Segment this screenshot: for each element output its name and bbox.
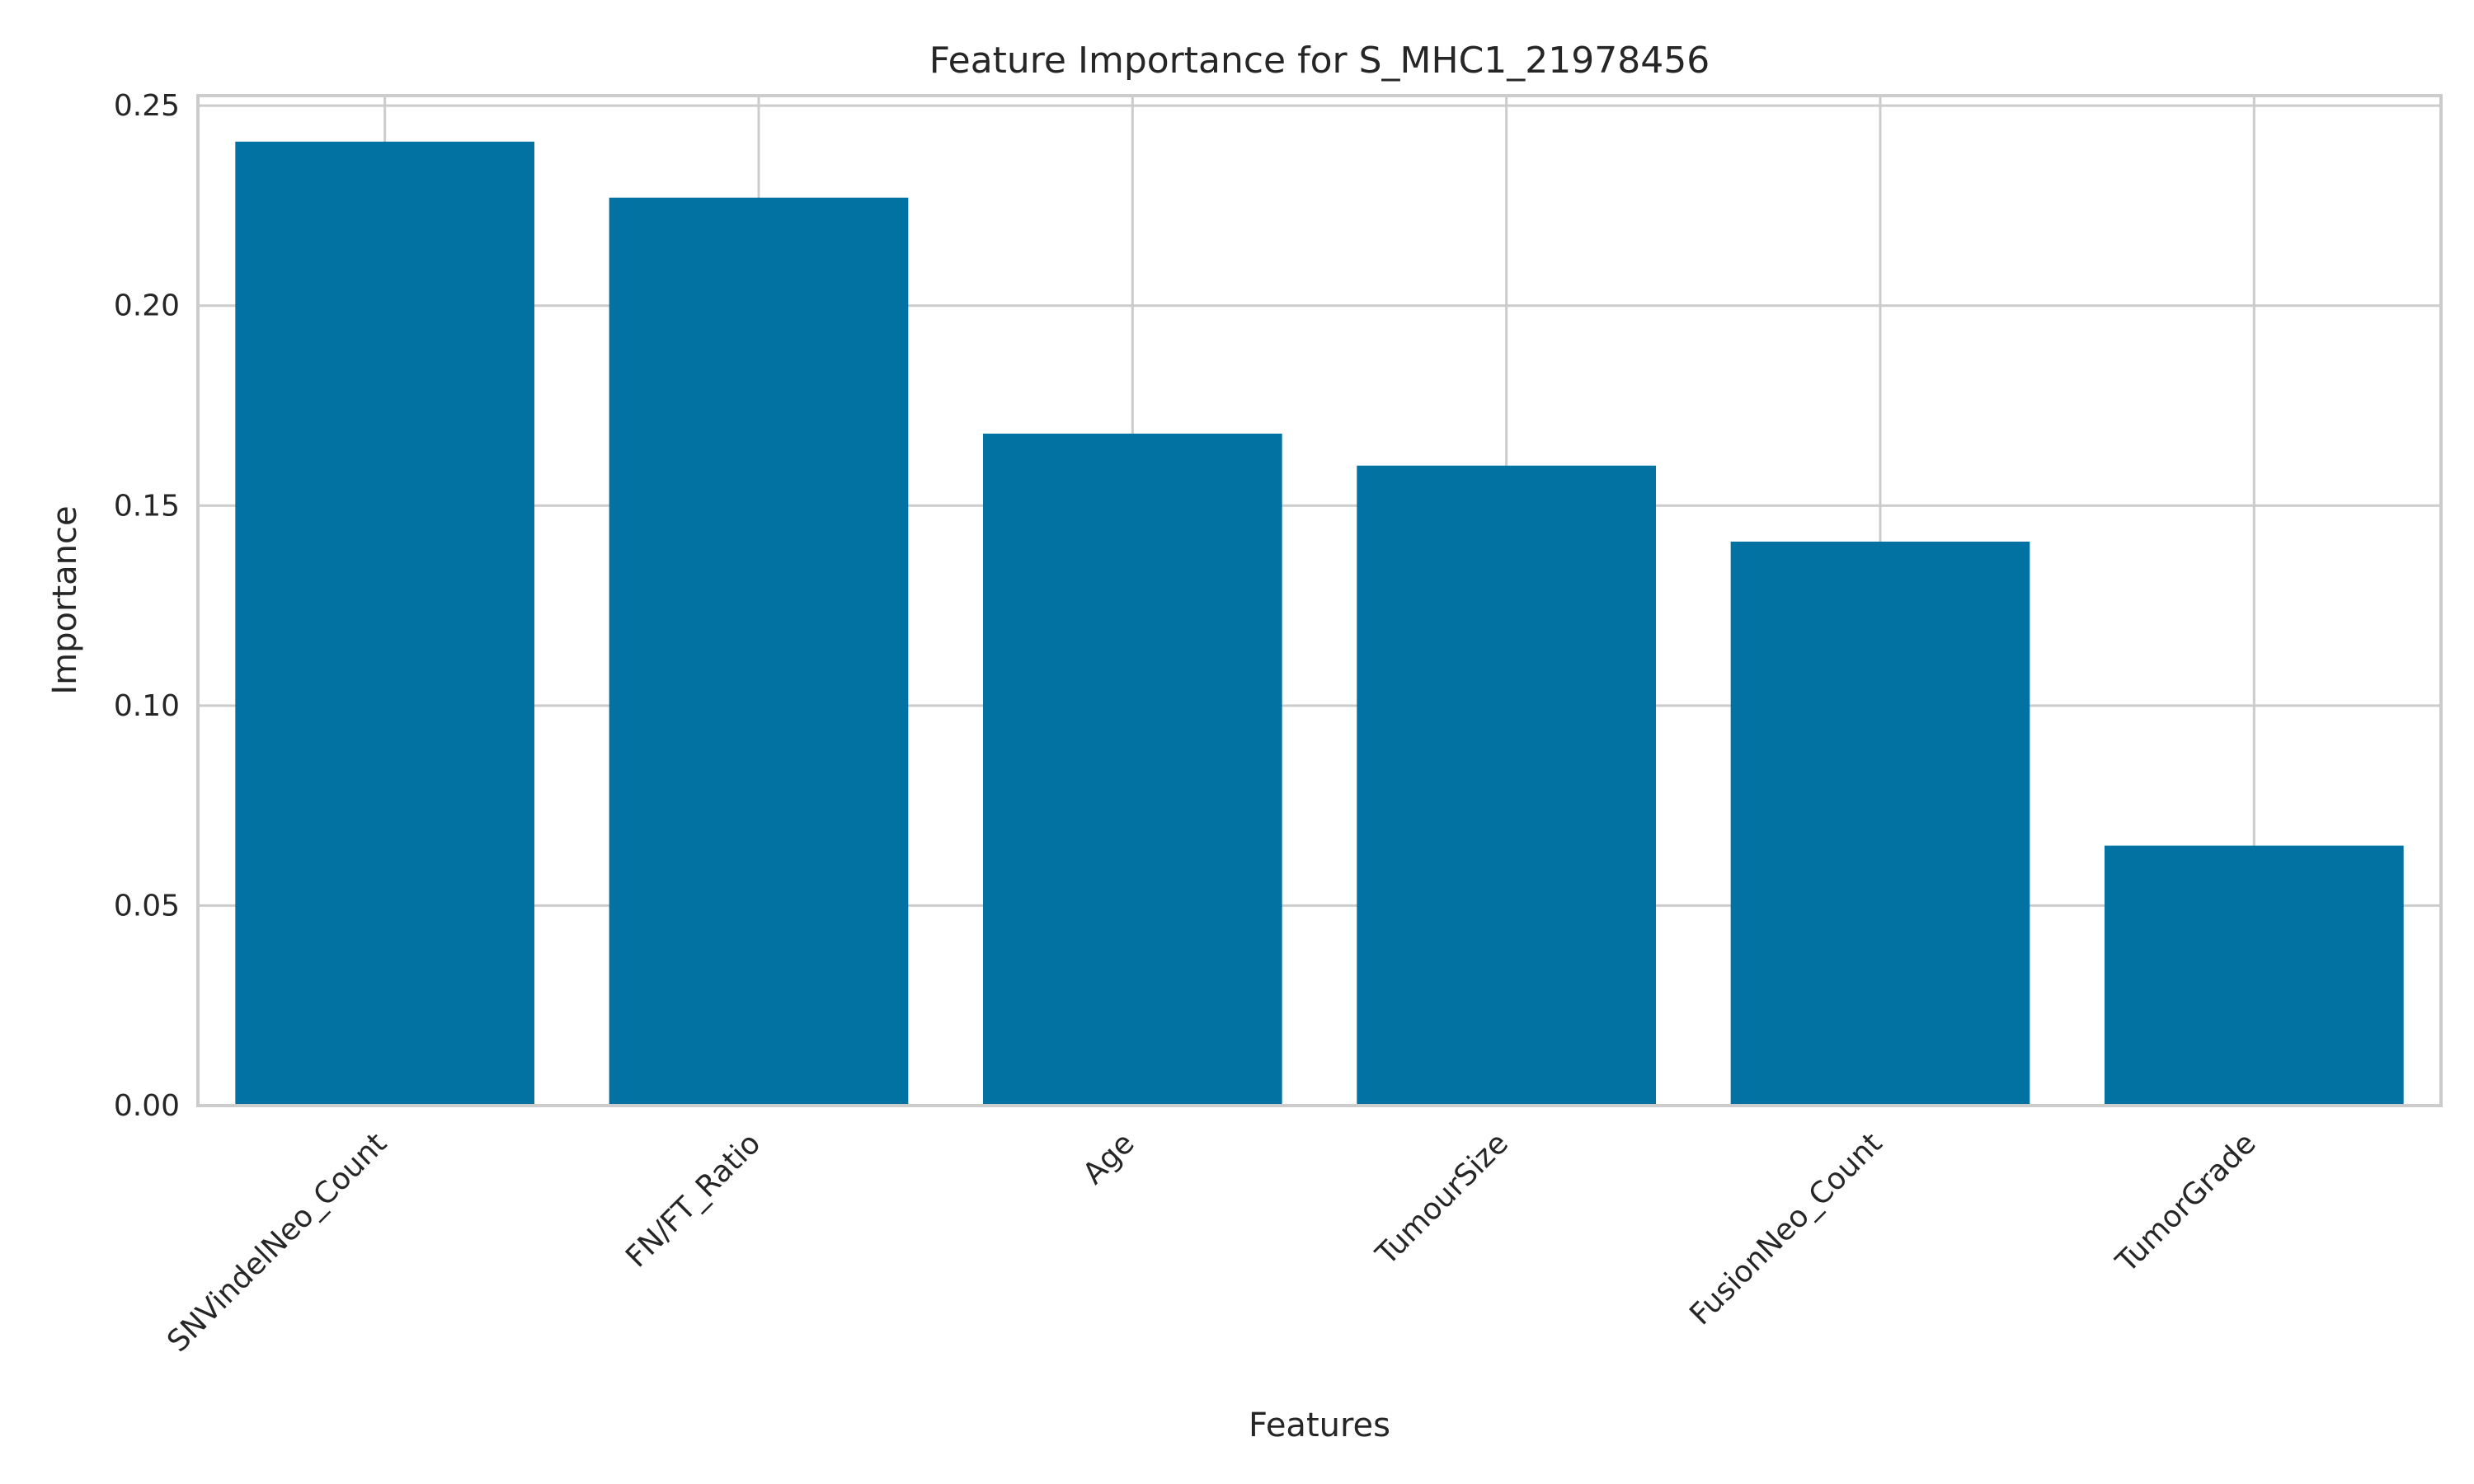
x-tick-label: SNVindelNeo_Count <box>161 1126 393 1359</box>
y-tick-label: 0.00 <box>114 1089 180 1123</box>
x-tick-label: TumorGrade <box>2109 1126 2263 1280</box>
bar-snvindelneo-count <box>235 141 534 1106</box>
bar-age <box>983 433 1282 1106</box>
x-tick-label: TumourSize <box>1369 1126 1515 1272</box>
y-tick-label: 0.05 <box>114 889 180 923</box>
bar-tumoursize <box>1357 465 1656 1106</box>
x-axis-label: Features <box>1249 1407 1390 1444</box>
x-tick-label: FN/FT_Ratio <box>619 1126 767 1274</box>
grid-lines <box>198 96 2441 1107</box>
y-tick-label: 0.15 <box>114 489 180 523</box>
bar-fusionneo-count <box>1730 541 2030 1106</box>
y-tick-label: 0.10 <box>114 689 180 723</box>
x-tick-label: FusionNeo_Count <box>1683 1126 1888 1331</box>
plot-frame <box>196 94 2443 1107</box>
y-tick-label: 0.20 <box>114 289 180 323</box>
bar-tumorgrade <box>2105 845 2404 1106</box>
y-tick-labels: 0.00 0.05 0.10 0.15 0.20 0.25 <box>114 89 180 1123</box>
y-axis-label: Importance <box>46 505 84 694</box>
chart-title: Feature Importance for S_MHC1_21978456 <box>929 40 1710 82</box>
bars <box>235 141 2404 1106</box>
x-tick-labels: SNVindelNeo_Count FN/FT_Ratio Age TumourSiz… <box>161 1126 2262 1359</box>
y-tick-label: 0.25 <box>114 89 180 123</box>
x-tick-label: Age <box>1076 1126 1141 1190</box>
bar-fn-ft-ratio <box>609 197 909 1106</box>
